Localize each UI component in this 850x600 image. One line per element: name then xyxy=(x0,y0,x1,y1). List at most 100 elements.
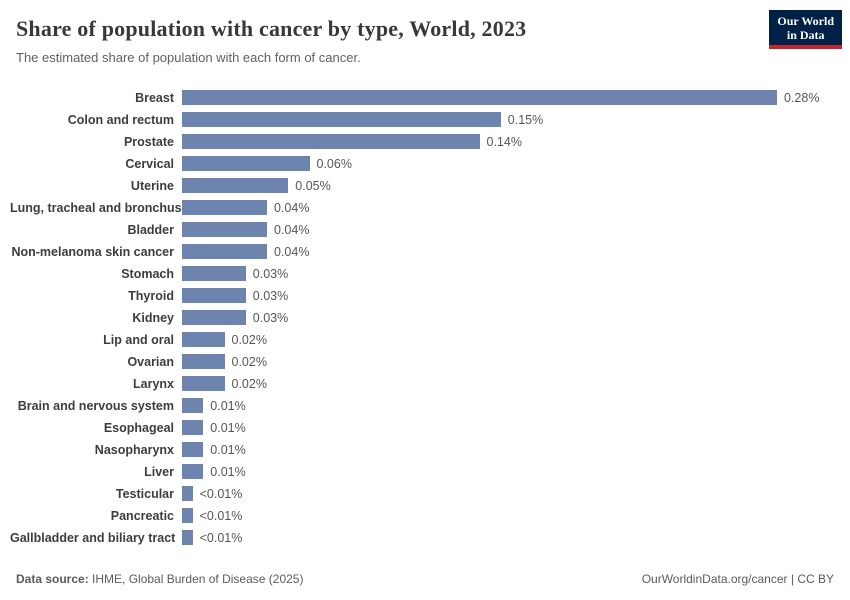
chart-row: Uterine 0.05% xyxy=(10,178,840,193)
category-label: Prostate xyxy=(123,134,174,149)
bar-track: 0.04% xyxy=(182,200,840,215)
bar[interactable] xyxy=(182,442,204,457)
chart-row: Nasopharynx 0.01% xyxy=(10,442,840,457)
bar-track: 0.04% xyxy=(182,222,840,237)
value-label: 0.02% xyxy=(231,332,267,347)
bar-track: 0.01% xyxy=(182,420,840,435)
bar-track: 0.03% xyxy=(182,310,840,325)
value-label: 0.02% xyxy=(231,376,267,391)
value-label: 0.04% xyxy=(274,244,310,259)
value-label: <0.01% xyxy=(199,530,243,545)
category-label: Esophageal xyxy=(103,420,174,435)
value-label: 0.04% xyxy=(274,200,310,215)
category-label: Kidney xyxy=(132,310,174,325)
bar[interactable] xyxy=(182,134,480,149)
chart-row: Non-melanoma skin cancer 0.04% xyxy=(10,244,840,259)
chart-row: Pancreatic <0.01% xyxy=(10,508,840,523)
bar[interactable] xyxy=(182,354,225,369)
value-label: 0.28% xyxy=(784,90,820,105)
category-label: Pancreatic xyxy=(110,508,174,523)
owid-logo[interactable]: Our World in Data xyxy=(769,10,842,49)
category-label: Thyroid xyxy=(128,288,174,303)
bar[interactable] xyxy=(182,376,225,391)
page-title: Share of population with cancer by type,… xyxy=(16,16,527,41)
category-label: Non-melanoma skin cancer xyxy=(11,244,174,259)
bar-track: <0.01% xyxy=(182,530,840,545)
category-label: Breast xyxy=(135,90,174,105)
value-label: 0.02% xyxy=(231,354,267,369)
category-label: Stomach xyxy=(121,266,174,281)
bar[interactable] xyxy=(182,266,246,281)
bar[interactable] xyxy=(182,156,310,171)
value-label: 0.05% xyxy=(295,178,331,193)
chart-header: Share of population with cancer by type,… xyxy=(16,16,750,65)
category-label: Colon and rectum xyxy=(67,112,174,127)
data-source-value: IHME, Global Burden of Disease (2025) xyxy=(88,572,304,586)
value-label: 0.01% xyxy=(210,398,246,413)
bar[interactable] xyxy=(182,200,267,215)
category-label: Bladder xyxy=(127,222,174,237)
bar-track: 0.01% xyxy=(182,464,840,479)
bar[interactable] xyxy=(182,464,204,479)
value-label: <0.01% xyxy=(199,486,243,501)
category-label: Lung, tracheal and bronchus xyxy=(10,200,182,215)
bar-track: 0.06% xyxy=(182,156,840,171)
value-label: 0.15% xyxy=(507,112,544,127)
bar[interactable] xyxy=(182,486,193,501)
bar[interactable] xyxy=(182,112,501,127)
category-label: Cervical xyxy=(125,156,174,171)
credit-link[interactable]: OurWorldinData.org/cancer | CC BY xyxy=(641,572,834,586)
value-label: 0.06% xyxy=(316,156,352,171)
owid-logo-line2: in Data xyxy=(786,28,825,42)
bar[interactable] xyxy=(182,332,225,347)
category-label: Testicular xyxy=(115,486,174,501)
value-label: 0.04% xyxy=(274,222,310,237)
value-label: 0.01% xyxy=(210,442,246,457)
category-label: Liver xyxy=(144,464,174,479)
bar[interactable] xyxy=(182,508,193,523)
chart-footer: Data source: IHME, Global Burden of Dise… xyxy=(16,572,834,586)
bar-track: 0.02% xyxy=(182,354,840,369)
chart-row: Lip and oral 0.02% xyxy=(10,332,840,347)
chart-row: Gallbladder and biliary tract <0.01% xyxy=(10,530,840,545)
value-label: <0.01% xyxy=(199,508,243,523)
category-label: Nasopharynx xyxy=(94,442,174,457)
bar-track: 0.01% xyxy=(182,398,840,413)
value-label: 0.14% xyxy=(486,134,522,149)
bar-track: <0.01% xyxy=(182,486,840,501)
chart-row: Kidney 0.03% xyxy=(10,310,840,325)
bar[interactable] xyxy=(182,178,289,193)
bar[interactable] xyxy=(182,420,204,435)
chart-subtitle: The estimated share of population with e… xyxy=(16,50,361,65)
value-label: 0.03% xyxy=(252,310,289,325)
category-label: Brain and nervous system xyxy=(17,398,174,413)
bar-track: 0.03% xyxy=(182,288,840,303)
value-label: 0.01% xyxy=(210,420,246,435)
bar[interactable] xyxy=(182,222,267,237)
bar[interactable] xyxy=(182,530,193,545)
bar[interactable] xyxy=(182,244,267,259)
bar[interactable] xyxy=(182,398,204,413)
bar-track: 0.01% xyxy=(182,442,840,457)
chart-row: Breast 0.28% xyxy=(10,90,840,105)
bar[interactable] xyxy=(182,90,777,105)
chart-row: Cervical 0.06% xyxy=(10,156,840,171)
bar-track: 0.02% xyxy=(182,376,840,391)
bar-track: <0.01% xyxy=(182,508,840,523)
chart-row: Bladder 0.04% xyxy=(10,222,840,237)
category-label: Lip and oral xyxy=(103,332,174,347)
bar-track: 0.03% xyxy=(182,266,840,281)
category-label: Larynx xyxy=(133,376,174,391)
chart-row: Lung, tracheal and bronchus 0.04% xyxy=(10,200,840,215)
chart-row: Larynx 0.02% xyxy=(10,376,840,391)
chart-row: Brain and nervous system 0.01% xyxy=(10,398,840,413)
value-label: 0.03% xyxy=(252,288,289,303)
chart-row: Esophageal 0.01% xyxy=(10,420,840,435)
bar-track: 0.14% xyxy=(182,134,840,149)
data-source: Data source: IHME, Global Burden of Dise… xyxy=(16,572,303,586)
bar[interactable] xyxy=(182,288,246,303)
data-source-label: Data source: xyxy=(16,572,89,586)
bar[interactable] xyxy=(182,310,246,325)
chart-row: Prostate 0.14% xyxy=(10,134,840,149)
